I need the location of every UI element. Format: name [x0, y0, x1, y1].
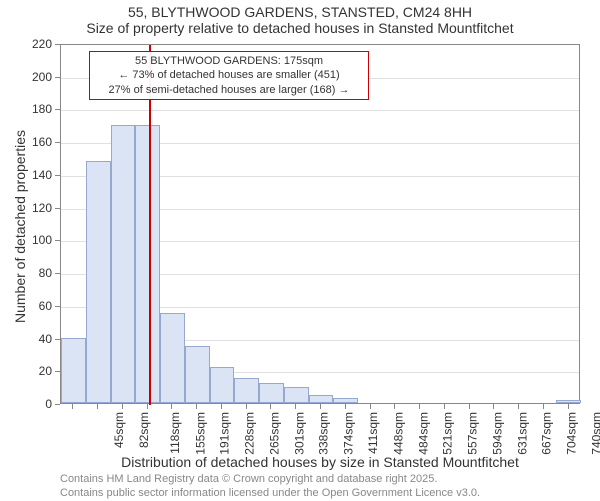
annotation-line: 55 BLYTHWOOD GARDENS: 175sqm [96, 54, 362, 68]
x-axis-label: Distribution of detached houses by size … [60, 454, 580, 470]
xtick-label: 448sqm [391, 412, 405, 455]
ytick-label: 200 [32, 70, 52, 84]
histogram-bar [284, 387, 309, 403]
ytick-label: 100 [32, 233, 52, 247]
annotation-line: 27% of semi-detached houses are larger (… [96, 83, 362, 97]
histogram-bar [210, 367, 235, 403]
xtick-label: 411sqm [366, 412, 380, 454]
chart-title-line2: Size of property relative to detached ho… [0, 20, 600, 40]
histogram-bar [160, 313, 185, 403]
xtick-label: 374sqm [342, 412, 356, 455]
ytick-label: 160 [32, 135, 52, 149]
ytick-label: 60 [39, 299, 52, 313]
ytick-label: 140 [32, 168, 52, 182]
xtick-label: 45sqm [112, 412, 126, 448]
histogram-bar [259, 383, 284, 403]
footer-text: Contains HM Land Registry data © Crown c… [60, 472, 480, 501]
histogram-bar [556, 400, 581, 403]
histogram-bar [234, 378, 259, 403]
chart-container: 55, BLYTHWOOD GARDENS, STANSTED, CM24 8H… [0, 0, 600, 500]
xtick-label: 557sqm [466, 412, 480, 455]
histogram-bar [185, 346, 210, 403]
histogram-bar [86, 161, 111, 403]
footer-line2: Contains public sector information licen… [60, 486, 480, 500]
ytick-label: 180 [32, 102, 52, 116]
histogram-bar [111, 125, 136, 403]
xtick-label: 338sqm [317, 412, 331, 455]
xtick-label: 191sqm [218, 412, 232, 455]
plot-area: 55 BLYTHWOOD GARDENS: 175sqm← 73% of det… [60, 44, 580, 404]
annotation-line: ← 73% of detached houses are smaller (45… [96, 68, 362, 82]
xtick-label: 484sqm [416, 412, 430, 455]
xtick-label: 301sqm [292, 412, 306, 455]
xtick-label: 82sqm [137, 412, 151, 448]
histogram-bar [135, 125, 160, 403]
ytick-label: 80 [39, 266, 52, 280]
xtick-label: 594sqm [491, 412, 505, 455]
xtick-label: 265sqm [268, 412, 282, 455]
xtick-label: 740sqm [590, 412, 600, 455]
histogram-bar [309, 395, 334, 403]
xtick-label: 155sqm [193, 412, 207, 455]
ytick-label: 220 [32, 37, 52, 51]
xtick-label: 228sqm [243, 412, 257, 455]
y-tick-labels: 020406080100120140160180200220 [0, 44, 56, 404]
chart-title-line1: 55, BLYTHWOOD GARDENS, STANSTED, CM24 8H… [0, 0, 600, 20]
histogram-bar [333, 398, 358, 403]
xtick-label: 521sqm [441, 412, 455, 455]
histogram-bar [61, 338, 86, 403]
xtick-label: 631sqm [515, 412, 529, 455]
chart-area: 55 BLYTHWOOD GARDENS: 175sqm← 73% of det… [60, 44, 580, 404]
xtick-label: 704sqm [565, 412, 579, 455]
ytick-label: 20 [39, 364, 52, 378]
footer-line1: Contains HM Land Registry data © Crown c… [60, 472, 480, 486]
ytick-label: 0 [45, 397, 52, 411]
ytick-label: 120 [32, 201, 52, 215]
xtick-label: 118sqm [168, 412, 182, 454]
ytick-label: 40 [39, 332, 52, 346]
xtick-label: 667sqm [540, 412, 554, 455]
